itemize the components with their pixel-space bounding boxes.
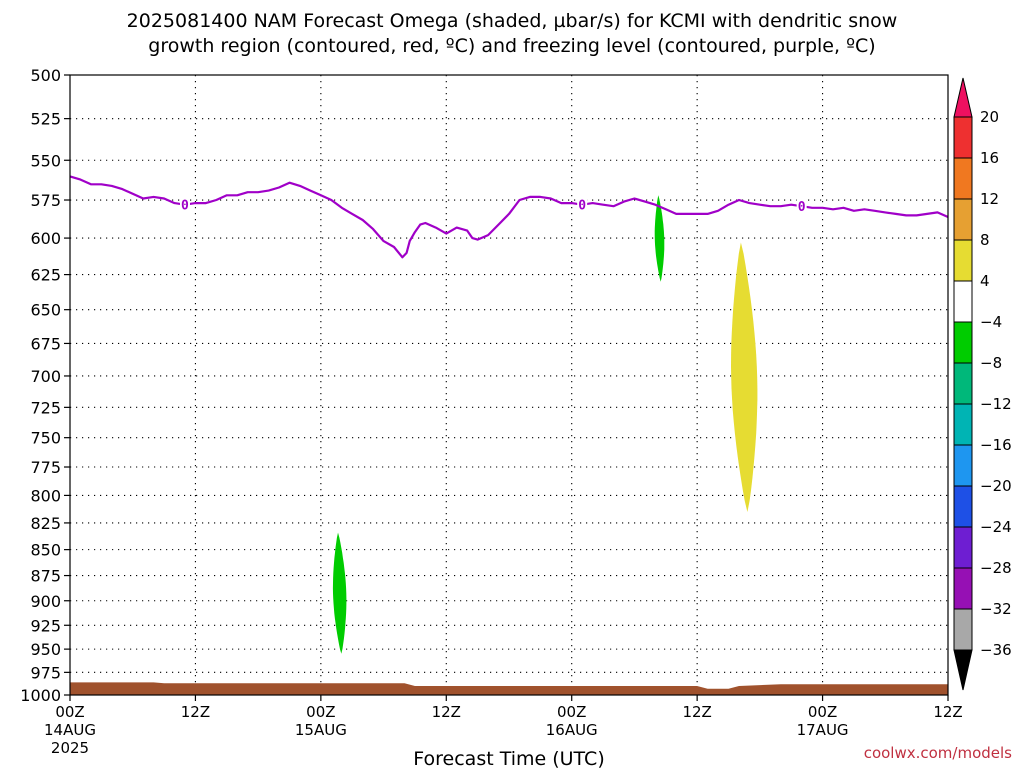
y-tick-label-650: 650 — [30, 301, 61, 320]
y-tick-label-600: 600 — [30, 229, 61, 248]
omega-colorbar: 20 16 12 8 4 −4 −8 −12 −16 −20 −24 −28 −32 −36 — [953, 77, 1012, 691]
x-tick-date-2: 15AUG — [295, 721, 347, 739]
y-tick-label-925: 925 — [30, 616, 61, 635]
colorbar-segment-4 — [953, 280, 973, 323]
colorbar-segment-0 — [953, 116, 973, 159]
x-tick-date-6: 17AUG — [797, 721, 849, 739]
colorbar-label-12: −32 — [980, 600, 1012, 618]
colorbar-segment-5 — [953, 321, 973, 364]
omega-shaded-regions — [332, 195, 758, 654]
x-tick-label-6: 00Z — [808, 703, 837, 721]
colorbar-label-6: −8 — [980, 354, 1002, 372]
colorbar-label-3: 8 — [980, 231, 990, 249]
freezing-level-label-0: 0 — [181, 199, 189, 214]
y-tick-label-825: 825 — [30, 514, 61, 533]
freezing-level-line — [69, 175, 949, 259]
y-tick-label-625: 625 — [30, 266, 61, 285]
credit-text: coolwx.com/models — [864, 744, 1012, 762]
colorbar-segment-12 — [953, 608, 973, 651]
x-tick-year-0: 2025 — [51, 739, 89, 757]
colorbar-segment-10 — [953, 526, 973, 569]
plot-background — [70, 75, 948, 695]
y-tick-label-575: 575 — [30, 191, 61, 210]
colorbar-label-11: −28 — [980, 559, 1012, 577]
freezing-level-label-bg-0 — [179, 196, 190, 212]
y-tick-label-675: 675 — [30, 334, 61, 353]
colorbar-label-2: 12 — [980, 190, 999, 208]
y-tick-label-950: 950 — [30, 640, 61, 659]
colorbar-top-triangle — [953, 77, 973, 118]
chart-title-line-2: growth region (contoured, red, ºC) and f… — [148, 35, 875, 57]
colorbar-segment-1 — [953, 157, 973, 200]
x-tick-label-2: 00Z — [306, 703, 335, 721]
y-tick-label-750: 750 — [30, 429, 61, 448]
omega-region-1 — [654, 195, 665, 282]
freezing-level-label-1: 0 — [578, 199, 586, 214]
grid-lines — [70, 75, 948, 695]
colorbar-bottom-triangle — [953, 649, 973, 691]
colorbar-label-4: 4 — [980, 272, 990, 290]
colorbar-label-1: 16 — [980, 149, 999, 167]
colorbar-segment-6 — [953, 362, 973, 405]
plot-frame — [69, 74, 949, 696]
y-tick-label-975: 975 — [30, 663, 61, 682]
surface-terrain — [70, 682, 948, 695]
x-tick-label-4: 00Z — [557, 703, 586, 721]
y-tick-label-850: 850 — [30, 541, 61, 560]
colorbar-segment-2 — [953, 198, 973, 241]
colorbar-segment-7 — [953, 403, 973, 446]
plot-area: 0 0 0 — [69, 74, 949, 696]
colorbar-segment-11 — [953, 567, 973, 610]
y-axis: 500 525 550 575 600 625 650 675 700 725 750 775 800 8… — [20, 66, 70, 705]
freezing-level-layer: 0 0 0 — [69, 175, 949, 259]
omega-region-0 — [332, 532, 347, 654]
colorbar-label-13: −36 — [980, 641, 1012, 659]
x-axis-label: Forecast Time (UTC) — [413, 748, 604, 768]
y-tick-label-725: 725 — [30, 398, 61, 417]
x-tick-label-7: 12Z — [933, 703, 962, 721]
colorbar-label-8: −16 — [980, 436, 1012, 454]
x-tick-date-0: 14AUG — [44, 721, 96, 739]
surface-terrain-layer — [70, 682, 948, 695]
x-tick-label-5: 12Z — [682, 703, 711, 721]
x-tick-label-3: 12Z — [432, 703, 461, 721]
y-tick-label-525: 525 — [30, 110, 61, 129]
y-tick-label-550: 550 — [30, 151, 61, 170]
colorbar-segment-9 — [953, 485, 973, 528]
y-tick-label-800: 800 — [30, 486, 61, 505]
freezing-level-label-bg-2 — [796, 198, 807, 214]
freezing-level-label-bg-1 — [577, 196, 588, 212]
y-tick-label-700: 700 — [30, 367, 61, 386]
colorbar-label-10: −24 — [980, 518, 1012, 536]
y-tick-label-875: 875 — [30, 567, 61, 586]
colorbar-label-0: 20 — [980, 108, 999, 126]
y-tick-label-775: 775 — [30, 458, 61, 477]
omega-region-2 — [731, 242, 758, 512]
y-tick-label-500: 500 — [30, 66, 61, 85]
y-tick-label-1000: 1000 — [20, 686, 61, 705]
colorbar-segment-3 — [953, 239, 973, 282]
x-tick-label-1: 12Z — [181, 703, 210, 721]
colorbar-label-5: −4 — [980, 313, 1002, 331]
x-tick-date-4: 16AUG — [546, 721, 598, 739]
colorbar-segment-8 — [953, 444, 973, 487]
x-tick-label-0: 00Z — [55, 703, 84, 721]
freezing-level-label-2: 0 — [798, 200, 806, 215]
colorbar-label-7: −12 — [980, 395, 1012, 413]
colorbar-label-9: −20 — [980, 477, 1012, 495]
y-tick-label-900: 900 — [30, 592, 61, 611]
chart-title-line-1: 2025081400 NAM Forecast Omega (shaded, µ… — [127, 10, 898, 32]
